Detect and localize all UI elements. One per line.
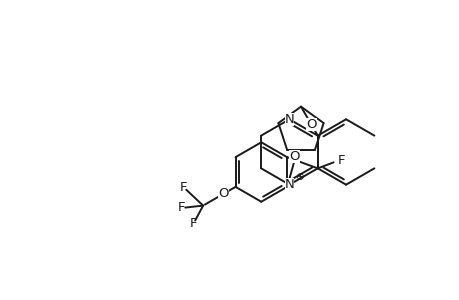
Text: F: F xyxy=(179,181,187,194)
Text: O: O xyxy=(289,150,299,164)
Text: F: F xyxy=(189,217,196,230)
Text: O: O xyxy=(305,118,316,131)
Text: F: F xyxy=(177,201,185,214)
Text: N: N xyxy=(284,178,294,191)
Text: N: N xyxy=(284,113,294,126)
Text: ⊕: ⊕ xyxy=(294,172,303,182)
Text: −: − xyxy=(298,145,308,155)
Text: O: O xyxy=(218,187,228,200)
Text: F: F xyxy=(337,154,344,167)
